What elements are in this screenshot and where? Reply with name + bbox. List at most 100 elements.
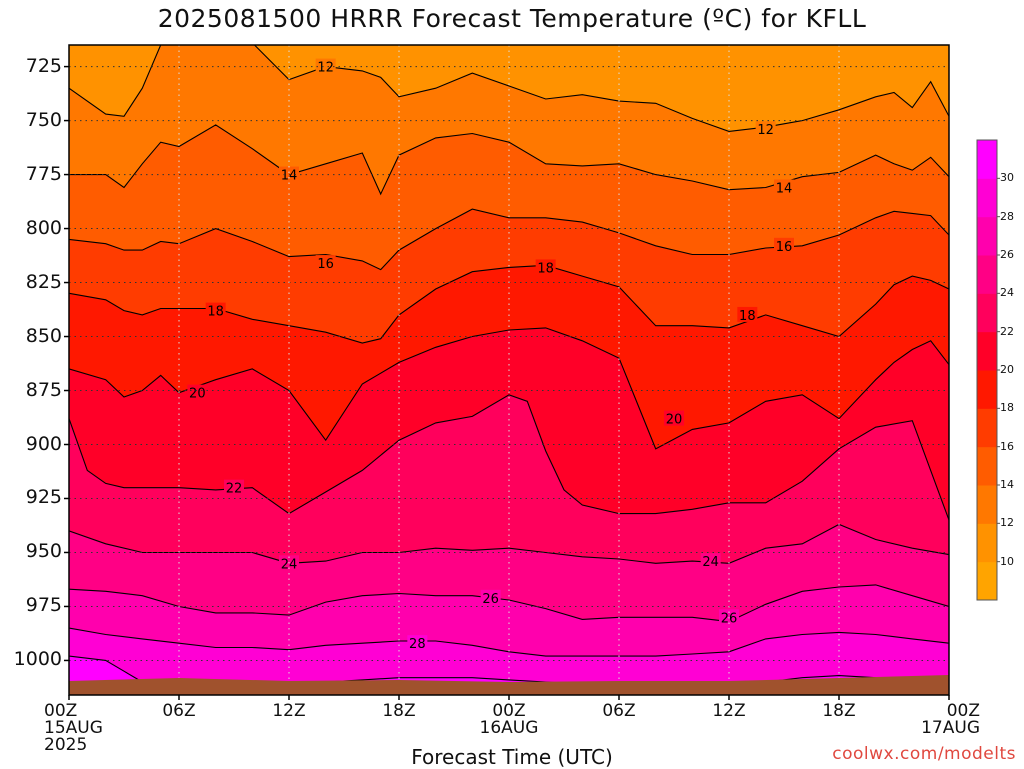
x-tick-label: 12Z	[712, 701, 746, 721]
contour-label-bg	[315, 58, 336, 74]
contour-label: 18	[207, 305, 224, 320]
contour-label: 14	[281, 169, 298, 184]
contour-label: 20	[666, 413, 683, 428]
contour-label-bg	[535, 259, 556, 275]
x-axis-title: Forecast Time (UTC)	[411, 745, 613, 769]
axis-ticks	[64, 65, 950, 700]
colorbar-label: 28	[1000, 209, 1014, 223]
colorbar-segment	[977, 255, 997, 294]
y-tick-label: 925	[25, 486, 62, 509]
y-tick-label: 775	[25, 162, 62, 185]
contour-label: 20	[189, 387, 206, 402]
contour-label-bg	[224, 479, 244, 495]
contour-label-bg	[664, 410, 684, 426]
y-tick-label: 900	[25, 432, 62, 455]
x-tick-label: 00Z 15AUG 2025	[44, 703, 124, 754]
colorbar-segment	[977, 216, 997, 256]
band-22	[69, 394, 949, 564]
x-tick-label: 06Z	[162, 701, 196, 721]
x-tick-label: 12Z	[249, 703, 329, 720]
y-tick-label: 825	[25, 270, 62, 293]
colorbar-segment	[977, 293, 997, 333]
x-tick-label: 12Z	[272, 701, 306, 721]
contour-16	[69, 208, 949, 271]
contour-label-bg	[700, 553, 721, 569]
colorbar-label: 24	[1000, 286, 1014, 300]
y-tick-label: 875	[25, 378, 62, 401]
band-12	[69, 45, 949, 194]
colorbar-segment	[977, 561, 997, 601]
colorbar-segment	[977, 331, 997, 371]
contour-label: 18	[537, 261, 554, 276]
contour-label: 16	[317, 257, 334, 272]
source-credit: coolwx.com/modelts	[832, 744, 1016, 764]
contour-12	[69, 45, 949, 132]
x-tick-label: 06Z	[602, 701, 636, 721]
y-tick-label: 950	[25, 540, 62, 563]
contour-label-bg	[774, 179, 794, 195]
x-tick-label: 00Z 17AUG	[900, 703, 980, 737]
y-tick-label: 1000	[13, 648, 62, 671]
contour-label: 28	[409, 637, 426, 652]
x-tick-label: 06Z	[579, 703, 659, 720]
y-tick-label: 725	[25, 54, 62, 77]
colorbar-label: 30	[1000, 171, 1014, 185]
contour-label-bg	[737, 306, 758, 322]
x-tick-sub: 17AUG	[921, 718, 980, 738]
y-tick-label: 975	[25, 594, 62, 617]
colorbar-segment	[977, 178, 997, 218]
contour-label-bg	[774, 237, 794, 253]
colorbar-segment	[977, 140, 997, 179]
x-tick-label: 18Z	[799, 703, 879, 720]
colorbar-segment	[977, 485, 997, 524]
x-tick-label: 18Z	[822, 701, 856, 721]
colorbar-segment	[977, 446, 997, 486]
x-tick-sub2: 2025	[44, 735, 88, 755]
colorbar-label: 18	[1000, 401, 1014, 415]
x-tick-sub: 15AUG	[44, 718, 103, 738]
contour-label: 24	[281, 557, 298, 572]
contour-label: 24	[702, 555, 719, 570]
colorbar-segment	[977, 523, 997, 563]
y-tick-label: 800	[25, 216, 62, 239]
y-tick-label: 750	[25, 108, 62, 131]
contour-label-bg	[407, 635, 428, 651]
x-tick-label: 00Z	[946, 701, 980, 721]
x-tick-label: 00Z 16AUG	[469, 703, 549, 737]
colorbar-label: 16	[1000, 439, 1014, 453]
contour-label: 26	[721, 611, 738, 626]
colorbar-label: 22	[1000, 324, 1014, 338]
colorbar-segment	[977, 370, 997, 409]
colorbar-label: 12	[1000, 516, 1014, 530]
x-tick-label: 06Z	[139, 703, 219, 720]
x-tick-sub: 16AUG	[479, 718, 539, 738]
band-26	[69, 584, 949, 657]
contour-22	[69, 394, 949, 521]
chart-title: 2025081500 HRRR Forecast Temperature (ºC…	[157, 4, 867, 33]
contour-label: 14	[776, 182, 793, 197]
colorbar-label: 20	[1000, 363, 1014, 376]
contour-label-bg	[187, 384, 208, 400]
x-tick-label: 00Z	[44, 701, 78, 721]
contour-26	[69, 584, 949, 623]
contour-24	[69, 523, 949, 564]
ground-terrain	[69, 675, 949, 695]
contour-18	[69, 264, 949, 344]
contour-label: 26	[482, 592, 499, 607]
contour-28	[69, 627, 949, 657]
contour-label: 22	[226, 482, 243, 497]
contour-label: 12	[317, 61, 334, 76]
contour-14	[69, 124, 949, 196]
x-tick-label: 00Z	[492, 701, 526, 721]
colorbar-segment	[977, 408, 997, 448]
contour-20	[69, 327, 949, 450]
x-tick-label: 12Z	[689, 703, 769, 720]
contour-label: 18	[739, 309, 756, 324]
contour-label: 12	[757, 123, 774, 138]
contour-label: 16	[776, 240, 793, 255]
contour-label-bg	[719, 609, 739, 625]
contour-label-bg	[315, 255, 336, 271]
colorbar-label: 14	[1000, 478, 1014, 491]
x-tick-label: 18Z	[382, 701, 416, 721]
